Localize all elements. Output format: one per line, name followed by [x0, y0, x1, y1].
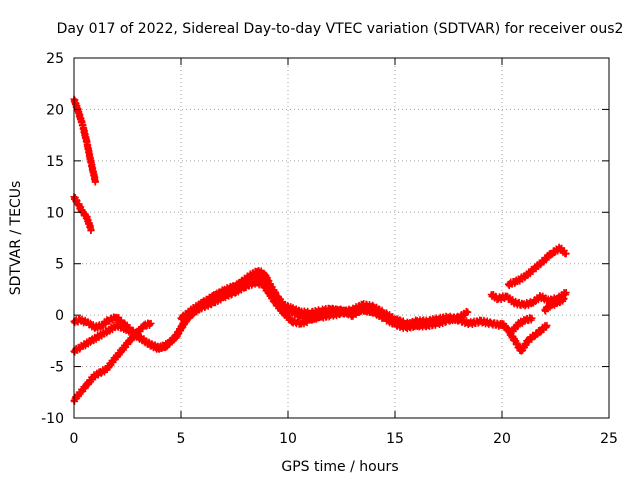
y-tick-label: -10 [41, 411, 64, 427]
series-arc-i [509, 314, 536, 336]
series-track [541, 295, 567, 315]
x-tick-label: 5 [177, 431, 186, 447]
series-arc-k [504, 243, 570, 290]
x-tick-label: 0 [70, 431, 79, 447]
y-axis-label: SDTVAR / TECUs [8, 181, 24, 296]
chart-title: Day 017 of 2022, Sidereal Day-to-day VTE… [57, 21, 624, 37]
series-arc-f [177, 271, 506, 330]
series-track [178, 271, 505, 330]
y-tick-label: 0 [55, 308, 64, 324]
x-tick-label: 10 [279, 431, 297, 447]
y-tick-label: 10 [46, 205, 64, 221]
series-arc-h [498, 319, 551, 355]
y-tick-label: 15 [46, 154, 64, 170]
series-track [509, 314, 535, 336]
series-track [505, 243, 570, 290]
series-arc-g [487, 289, 570, 310]
y-tick-label: 5 [55, 257, 64, 273]
y-tick-label: -5 [50, 360, 64, 376]
series-track [488, 289, 569, 310]
series-arc-e [70, 319, 155, 405]
x-axis-label: GPS time / hours [281, 459, 398, 475]
plot-frame [73, 57, 610, 419]
x-tick-label: 25 [600, 431, 618, 447]
series-track [71, 319, 154, 405]
y-tick-label: 20 [46, 102, 64, 118]
x-tick-label: 20 [493, 431, 511, 447]
grid [74, 58, 609, 418]
x-tick-label: 15 [386, 431, 404, 447]
series-arc-j [541, 295, 568, 315]
axis-ticks: 0 5 10 15 20 25 -10 -5 0 5 10 15 20 25 [41, 51, 618, 447]
data-points [70, 95, 570, 405]
y-tick-label: 25 [46, 51, 64, 67]
series-track [499, 320, 550, 354]
